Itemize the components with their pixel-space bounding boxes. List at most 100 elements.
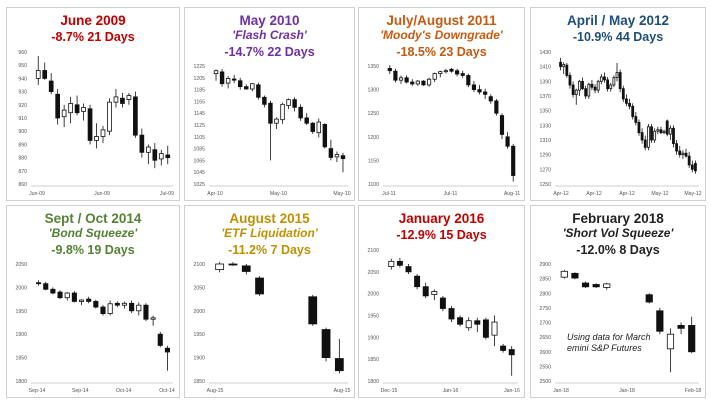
candle-body-up — [215, 263, 225, 271]
candle-body-down — [688, 325, 696, 353]
candle-body-down — [659, 129, 663, 134]
candle-body-up — [681, 152, 685, 156]
candle-body-up — [274, 118, 279, 124]
candle — [94, 123, 99, 149]
candle-body-up — [126, 95, 132, 100]
x-tick-label: Sep-14 — [29, 388, 46, 394]
candle-body-down — [292, 99, 297, 108]
candle — [640, 128, 644, 144]
candle-body-down — [631, 105, 635, 117]
candle — [634, 112, 638, 126]
candle — [334, 338, 344, 374]
candle — [662, 129, 666, 135]
candle — [422, 282, 429, 299]
candle-body-down — [466, 75, 471, 86]
candle — [587, 82, 591, 99]
candle — [81, 103, 86, 121]
candle — [659, 126, 663, 135]
candle-body-up — [388, 260, 395, 267]
candle — [438, 70, 443, 78]
candle — [431, 289, 438, 301]
candle-body-down — [244, 86, 249, 90]
candle — [100, 305, 106, 316]
candle-body-up — [225, 77, 231, 84]
candle-body-down — [488, 96, 493, 102]
candle-body-up — [609, 84, 613, 90]
candle-body-down — [55, 93, 61, 119]
candle-body-down — [310, 122, 315, 132]
candlestick-chart: 290028502800275027002650260025502500Jan-… — [539, 262, 701, 394]
candle — [432, 72, 437, 83]
candle-body-up — [666, 333, 675, 350]
candle-body-up — [432, 73, 437, 80]
candle — [298, 104, 303, 121]
candle — [596, 79, 600, 94]
candle-body-down — [603, 76, 606, 81]
candle — [688, 316, 696, 354]
candle-body-up — [587, 83, 591, 97]
candle-body-down — [650, 126, 653, 141]
candle — [398, 75, 404, 84]
candle-body-down — [157, 333, 163, 346]
candle-body-up — [668, 127, 672, 135]
y-tick-label: 1205 — [193, 76, 205, 82]
y-tick-label: 1430 — [539, 50, 551, 56]
chart-stats: -8.7% 21 Days — [51, 30, 135, 44]
candle — [615, 63, 619, 82]
y-tick-label: 1165 — [194, 99, 205, 105]
candle-body-down — [48, 80, 54, 93]
candle — [631, 103, 635, 120]
candle — [107, 98, 112, 136]
candle-body-down — [643, 139, 647, 148]
candle — [592, 283, 600, 288]
candle-body-up — [250, 83, 255, 90]
candle-body-up — [612, 77, 616, 86]
candle-body-down — [143, 304, 149, 320]
candle — [668, 125, 672, 140]
candle-body-down — [672, 127, 675, 145]
candle-body-down — [483, 91, 488, 95]
y-tick-label: 1270 — [539, 167, 551, 173]
candle — [237, 77, 243, 90]
candle-body-up — [107, 303, 113, 315]
candle-body-down — [457, 317, 464, 325]
y-tick-label: 1290 — [539, 153, 551, 159]
candle — [164, 345, 170, 371]
candle-body-up — [577, 80, 581, 91]
y-tick-label: 1145 — [194, 111, 205, 117]
candle-body-down — [565, 64, 569, 76]
candle — [471, 81, 477, 92]
candle — [387, 65, 392, 75]
y-tick-label: 1150 — [368, 158, 379, 164]
candle-body-down — [298, 106, 303, 119]
candlestick-chart: 1430 1410 1390 1370 1350 1330 1310 1290 1270 1250… — [539, 50, 701, 197]
candle — [388, 258, 395, 270]
y-tick-label: 1085 — [193, 147, 205, 153]
candle — [308, 294, 318, 326]
candle-body-down — [114, 302, 120, 306]
x-tick-label: Jun-09 — [94, 191, 110, 197]
candle-body-up — [213, 70, 219, 75]
chart-title: February 2018 — [572, 211, 664, 226]
candle-body-down — [665, 120, 669, 135]
x-tick-label: Jan-18 — [553, 388, 569, 394]
candle — [466, 73, 471, 88]
candle — [255, 276, 264, 296]
y-tick-label: 1900 — [15, 332, 27, 338]
candle-body-up — [121, 302, 128, 306]
y-tick-label: 1950 — [367, 314, 379, 320]
candle-body-down — [581, 80, 584, 90]
candle — [465, 317, 472, 331]
candle-body-up — [68, 103, 73, 114]
chart-title: August 2015 — [229, 211, 310, 226]
candle — [694, 160, 697, 174]
candle — [571, 272, 579, 280]
candle-body-down — [421, 80, 426, 86]
candle — [114, 301, 120, 308]
candle-body-down — [477, 89, 482, 93]
candle-body-down — [405, 266, 412, 273]
y-tick-label: 1350 — [539, 109, 551, 115]
x-tick-label: May-12 — [684, 191, 701, 197]
